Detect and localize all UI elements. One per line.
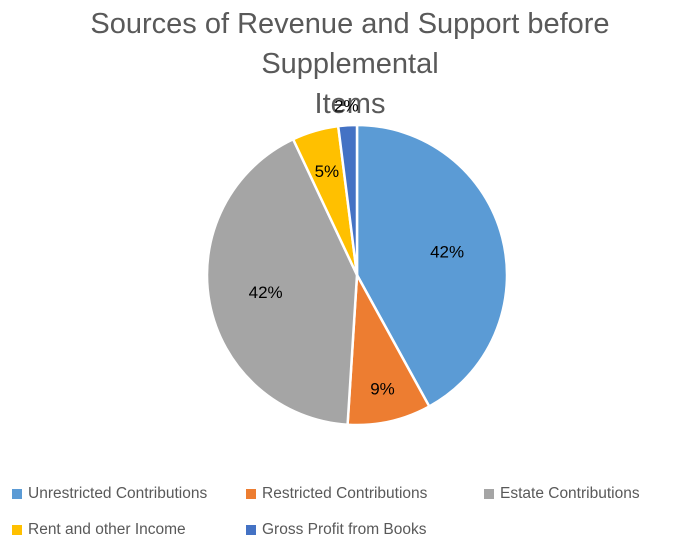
legend-swatch [246, 525, 256, 535]
pie-chart: 42% 9% 42% 5% 2% [205, 96, 509, 427]
legend-label: Estate Contributions [500, 485, 640, 502]
pie-slice-estate-contributions[interactable] [205, 138, 359, 426]
legend-swatch [484, 489, 494, 499]
legend-label: Gross Profit from Books [262, 521, 427, 538]
legend-label: Restricted Contributions [262, 485, 428, 502]
legend-swatch [12, 489, 22, 499]
pie-slice-gross-profit-from-books[interactable] [336, 123, 359, 277]
data-label-rent-and-other-income: 5% [315, 162, 340, 181]
legend-swatch [246, 489, 256, 499]
data-label-unrestricted-contributions: 42% [430, 242, 464, 261]
legend-item-rent-and-other-income[interactable]: Rent and other Income [12, 521, 186, 539]
chart-title: Sources of Revenue and Support before Su… [0, 4, 700, 124]
legend-item-estate-contributions[interactable]: Estate Contributions [484, 485, 640, 503]
legend-item-gross-profit-from-books[interactable]: Gross Profit from Books [246, 521, 427, 539]
legend-label: Rent and other Income [28, 521, 186, 538]
data-label-restricted-contributions: 9% [370, 380, 395, 399]
legend-item-restricted-contributions[interactable]: Restricted Contributions [246, 485, 427, 503]
legend-item-unrestricted-contributions[interactable]: Unrestricted Contributions [12, 485, 207, 503]
chart-title-line-1: Sources of Revenue and Support before Su… [90, 8, 610, 80]
data-label-gross-profit-from-books: 2% [334, 96, 359, 115]
legend-label: Unrestricted Contributions [28, 485, 208, 502]
chart-title-line-2: Items [314, 88, 386, 120]
data-label-estate-contributions: 42% [249, 283, 283, 302]
pie-slice-unrestricted-contributions[interactable] [355, 123, 509, 408]
legend-swatch [12, 525, 22, 535]
pie-slice-restricted-contributions[interactable] [346, 273, 431, 427]
